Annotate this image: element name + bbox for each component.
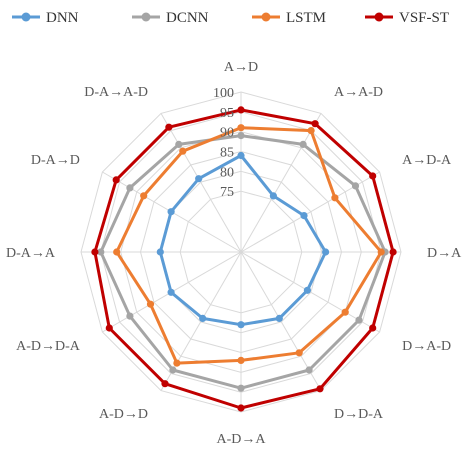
point-dnn-3 [322,248,330,256]
point-lstm-9 [113,248,121,256]
axis-label-3: D→A [427,246,462,261]
axis-labels: A→D A→A-D A→D-A D→A D→A-D D→D-A A-D→A A-D→D A-D→… [6,60,462,447]
point-dnn-9 [156,248,164,256]
axis-label-6: A-D→A [217,432,267,447]
point-lstm-6 [237,356,245,364]
series-dcnn [97,132,389,392]
axis-label-8: A-D→D-A [16,339,81,354]
legend-swatch-marker [21,12,31,22]
axis-label-7: A-D→D [99,407,148,422]
legend-item-dcnn: DCNN [132,10,209,26]
point-vsf-st-11 [165,123,173,131]
axis-label-0: A→D [224,60,258,75]
point-lstm-1 [307,127,315,135]
point-lstm-2 [331,194,339,202]
point-vsf-st-3 [389,248,397,256]
point-dnn-10 [167,208,175,216]
tick-label-90: 90 [220,126,234,141]
point-dcnn-5 [305,366,313,374]
legend-label: DCNN [166,10,209,26]
point-lstm-4 [341,308,349,316]
point-vsf-st-9 [91,248,99,256]
point-vsf-st-0 [237,106,245,114]
axis-label-4: D→A-D [402,339,451,354]
tick-label-85: 85 [220,146,234,161]
series-lstm [113,124,385,367]
point-dnn-7 [199,314,207,322]
radar-grid [80,91,402,413]
point-dcnn-11 [175,140,183,148]
tick-label-95: 95 [220,106,234,121]
axis-label-5: D→D-A [334,407,384,422]
point-lstm-3 [377,248,385,256]
axis-label-2: A→D-A [402,153,452,168]
legend-swatch-marker [374,12,384,22]
series-dnn [156,151,330,329]
point-vsf-st-6 [237,404,245,412]
point-dcnn-1 [299,140,307,148]
point-vsf-st-10 [112,176,120,184]
point-dnn-4 [303,286,311,294]
point-dnn-11 [195,175,203,183]
tick-label-75: 75 [220,185,234,200]
axis-label-1: A→A-D [334,85,383,100]
series-vsf-st [91,106,397,412]
point-vsf-st-4 [369,324,377,332]
point-dcnn-9 [97,248,105,256]
point-dnn-1 [269,192,277,200]
point-dcnn-6 [237,384,245,392]
point-dcnn-7 [169,366,177,374]
axis-label-11: D-A→A-D [84,85,148,100]
point-vsf-st-8 [105,324,113,332]
legend-label: VSF-ST [399,10,449,26]
point-dcnn-4 [355,316,363,324]
point-dnn-6 [237,321,245,329]
axis-label-9: D-A→A [6,246,56,261]
legend-label: DNN [46,10,79,26]
point-dcnn-0 [237,132,245,140]
point-dcnn-8 [126,312,134,320]
legend-label: LSTM [286,10,326,26]
point-dnn-2 [300,212,308,220]
series-line-dnn [158,154,328,327]
point-dcnn-2 [351,182,360,190]
point-vsf-st-1 [311,120,319,128]
spoke-1 [240,113,322,253]
point-lstm-11 [179,147,187,155]
point-dnn-5 [275,314,283,322]
point-lstm-7 [173,359,181,367]
radial-tick-labels: 75 80 85 90 95 100 [213,86,234,200]
point-lstm-0 [237,124,245,132]
legend-swatch-marker [261,12,271,22]
legend-swatch-marker [141,12,151,22]
legend: DNN DCNN LSTM VSF-ST [12,10,449,26]
series-layer [91,106,397,412]
point-vsf-st-7 [161,380,169,388]
point-dcnn-10 [126,184,134,192]
legend-item-lstm: LSTM [252,10,326,26]
tick-label-100: 100 [213,86,234,101]
tick-label-80: 80 [220,165,234,180]
point-lstm-8 [146,300,155,308]
legend-item-vsf-st: VSF-ST [365,10,449,26]
point-lstm-5 [295,349,303,357]
point-dnn-0 [237,151,245,160]
axis-label-10: D-A→D [31,153,80,168]
point-vsf-st-2 [369,172,377,180]
spoke-11 [160,113,242,253]
legend-item-dnn: DNN [12,10,79,26]
point-dnn-8 [167,288,175,296]
point-vsf-st-5 [316,385,324,393]
point-lstm-10 [140,192,148,200]
